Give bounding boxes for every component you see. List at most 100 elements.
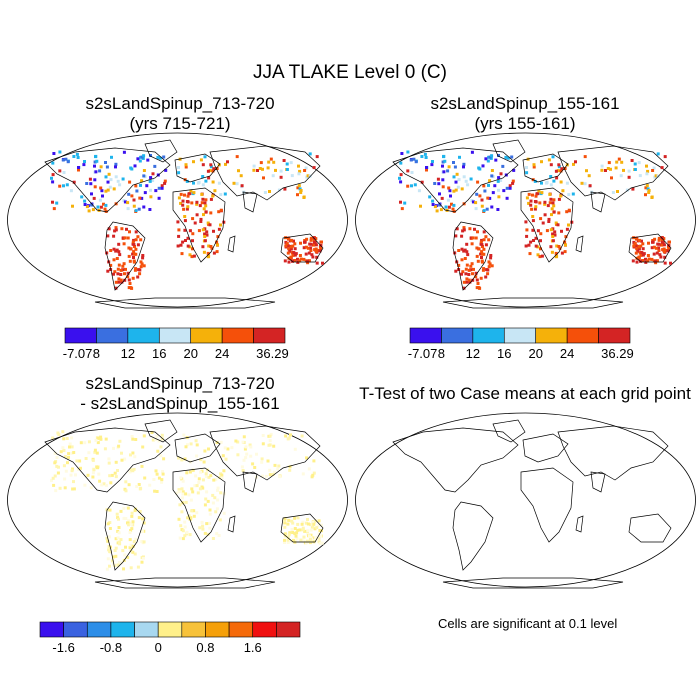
grid-cell <box>399 173 403 177</box>
colorbar-box <box>64 327 97 344</box>
grid-cell <box>177 456 181 460</box>
grid-cell <box>194 439 198 443</box>
grid-cell <box>140 560 144 564</box>
grid-cell <box>68 445 71 449</box>
grid-cell <box>485 207 489 211</box>
grid-cell <box>286 541 290 544</box>
grid-cell <box>652 166 656 170</box>
grid-cell <box>117 517 120 521</box>
colorbar-box <box>409 327 442 344</box>
grid-cell <box>587 174 591 178</box>
grid-cell <box>289 433 292 437</box>
grid-cell <box>217 534 221 537</box>
grid-cell <box>201 527 205 531</box>
grid-cell <box>131 550 135 554</box>
grid-cell <box>549 245 553 249</box>
grid-cell <box>651 169 655 172</box>
panel-title-2-line1: s2sLandSpinup_155-161 <box>430 94 620 113</box>
grid-cell <box>477 247 481 251</box>
grid-cell <box>268 434 272 438</box>
grid-cell <box>232 181 236 185</box>
grid-cell <box>180 487 184 491</box>
grid-cell <box>525 234 529 238</box>
grid-cell <box>556 223 560 227</box>
grid-cell <box>269 157 273 161</box>
grid-cell <box>482 247 486 251</box>
grid-cell <box>187 192 191 196</box>
grid-cell <box>309 523 312 527</box>
grid-cell <box>160 437 164 441</box>
grid-cell <box>310 253 314 257</box>
grid-cell <box>283 187 287 191</box>
grid-cell <box>72 451 76 454</box>
grid-cell <box>224 162 227 166</box>
grid-cell <box>645 164 648 168</box>
grid-cell <box>425 168 428 172</box>
grid-cell <box>107 548 111 552</box>
grid-cell <box>191 217 195 221</box>
grid-cell <box>142 174 146 178</box>
grid-cell <box>50 478 53 482</box>
grid-cell <box>179 192 183 196</box>
coastline-madagascar <box>227 235 236 253</box>
grid-cell <box>285 162 289 166</box>
grid-cell <box>115 257 119 260</box>
grid-cell <box>52 207 56 211</box>
grid-cell <box>132 198 136 202</box>
grid-cell <box>644 193 647 197</box>
grid-cell <box>650 246 654 250</box>
grid-cell <box>106 234 110 238</box>
grid-cell <box>551 235 555 238</box>
grid-cell <box>206 251 210 255</box>
grid-cell <box>524 244 528 248</box>
grid-cell <box>131 240 135 244</box>
grid-cell <box>206 221 210 225</box>
grid-cell <box>652 245 656 249</box>
grid-cell <box>135 485 139 488</box>
grid-cell <box>555 244 559 248</box>
grid-cell <box>123 236 127 240</box>
coastline-africa <box>172 187 226 263</box>
grid-cell <box>287 260 291 264</box>
grid-cell <box>286 522 290 526</box>
grid-cell <box>484 243 488 247</box>
grid-cell <box>114 226 118 230</box>
grid-cell <box>205 230 209 234</box>
grid-cell <box>486 272 490 276</box>
grid-cell <box>419 204 422 208</box>
colorbar-box <box>39 621 64 638</box>
grid-cell <box>94 438 98 442</box>
grid-cell <box>561 189 565 193</box>
grid-cell <box>84 457 88 460</box>
coastline-antarctica <box>442 577 624 589</box>
grid-cell <box>551 232 555 236</box>
grid-cell <box>56 471 60 475</box>
grid-cell <box>563 250 567 254</box>
grid-cell <box>627 175 631 179</box>
grid-cell <box>298 528 302 532</box>
grid-cell <box>540 160 543 164</box>
grid-cell <box>72 487 76 491</box>
grid-cell <box>159 445 163 449</box>
grid-cell <box>93 178 97 182</box>
grid-cell <box>83 483 87 487</box>
grid-cell <box>208 169 212 173</box>
grid-cell <box>563 240 567 244</box>
grid-cell <box>98 169 102 173</box>
grid-cell <box>124 545 127 549</box>
coastline-greenland <box>144 419 178 443</box>
grid-cell <box>138 510 142 513</box>
grid-cell <box>644 257 647 261</box>
grid-cell <box>260 460 264 464</box>
grid-cell <box>565 227 569 231</box>
grid-cell <box>195 213 199 217</box>
grid-cell <box>460 187 464 191</box>
grid-cell <box>317 519 321 523</box>
grid-cell <box>273 470 276 474</box>
grid-cell <box>496 179 500 183</box>
grid-cell <box>211 169 215 173</box>
grid-cell <box>471 278 475 282</box>
continents <box>50 150 324 290</box>
grid-cell <box>181 479 185 483</box>
grid-cell <box>468 227 472 231</box>
